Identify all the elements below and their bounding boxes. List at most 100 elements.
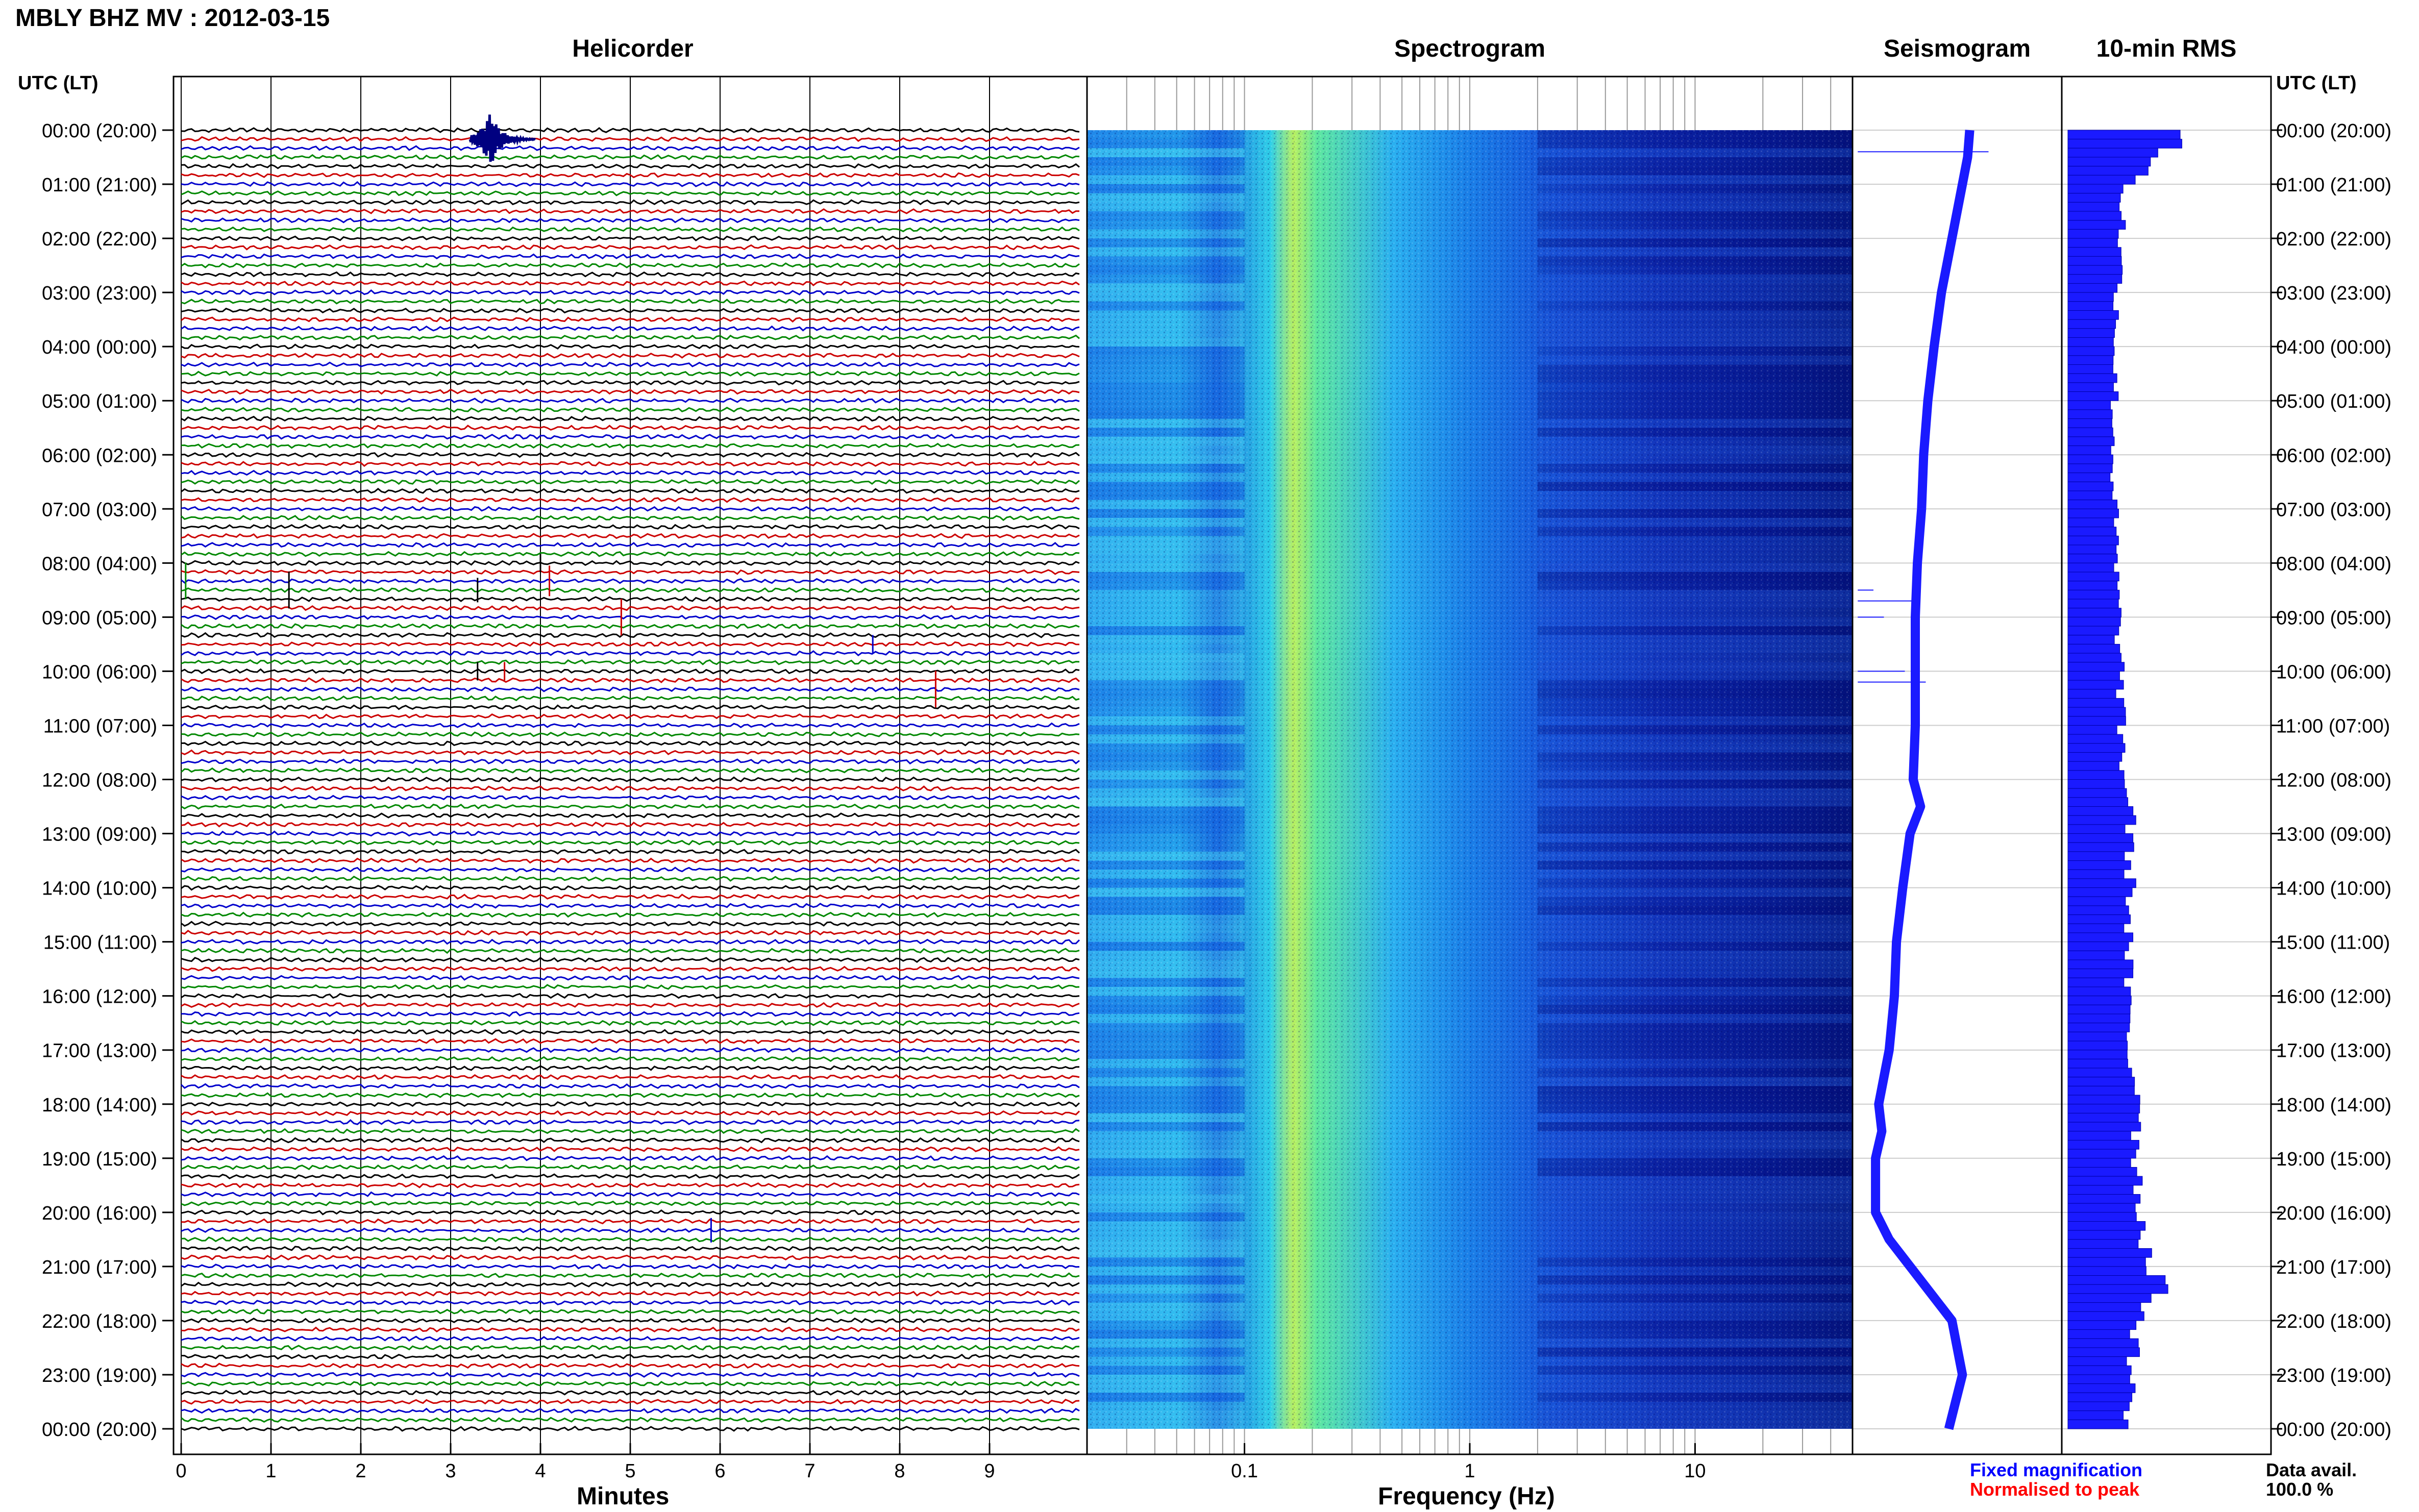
helicorder-trace — [181, 1263, 1080, 1270]
rms-bar — [2067, 346, 2115, 356]
helicorder-trace — [181, 911, 1080, 918]
helicorder-trace — [181, 984, 1080, 990]
helicorder-trace — [181, 993, 1080, 999]
time-label-right: 06:00 (02:00) — [2276, 445, 2391, 466]
rms-bar — [2067, 905, 2129, 915]
rms-bar — [2067, 616, 2121, 627]
helicorder-trace — [181, 235, 1080, 242]
helicorder-trace — [181, 614, 1080, 620]
helicorder-trace — [181, 1372, 1080, 1378]
time-label-left: 13:00 (09:00) — [42, 824, 157, 846]
rms-bar — [2067, 283, 2118, 293]
helicorder-trace — [181, 948, 1080, 954]
helicorder-trace — [181, 199, 1080, 206]
helicorder-tick-label: 7 — [804, 1460, 815, 1482]
rms-bar — [2067, 247, 2121, 257]
helicorder-trace — [181, 542, 1080, 548]
rms-bar — [2067, 500, 2118, 509]
rms-bar — [2067, 220, 2126, 230]
helicorder-trace — [181, 677, 1080, 683]
helicorder-trace — [181, 866, 1080, 873]
helicorder-trace — [181, 1146, 1080, 1152]
rms-bar — [2067, 1338, 2139, 1348]
time-label-right: 00:00 (20:00) — [2276, 120, 2391, 142]
rms-bar — [2067, 986, 2131, 997]
helicorder-trace — [181, 343, 1080, 350]
helicorder-trace — [181, 795, 1080, 801]
rms-bar — [2067, 1374, 2130, 1384]
helicorder-trace — [181, 1164, 1080, 1171]
helicorder-trace — [181, 1218, 1080, 1225]
rms-bar — [2067, 473, 2111, 482]
time-label-left: 00:00 (20:00) — [42, 1419, 157, 1441]
helicorder-trace — [181, 361, 1080, 367]
helicorder-trace — [181, 1227, 1080, 1233]
time-label-left: 23:00 (19:00) — [42, 1365, 157, 1386]
rms-bar — [2067, 1031, 2127, 1042]
rms-bar — [2067, 166, 2149, 176]
helicorder-trace — [181, 632, 1079, 638]
helicorder-tick-label: 4 — [535, 1460, 546, 1482]
helicorder-trace — [181, 190, 1080, 196]
helicorder-trace — [181, 849, 1080, 855]
time-label-right: 01:00 (21:00) — [2276, 175, 2391, 196]
time-label-left: 21:00 (17:00) — [42, 1257, 157, 1278]
rms-bar — [2067, 1158, 2131, 1168]
rms-bar — [2067, 1167, 2137, 1177]
helicorder-trace — [181, 704, 1080, 710]
helicorder-tick-label: 1 — [265, 1460, 276, 1482]
rms-bar — [2067, 680, 2124, 690]
spectrogram-title: Spectrogram — [1394, 35, 1546, 62]
time-label-left: 15:00 (11:00) — [43, 932, 157, 954]
helicorder-tick-label: 8 — [894, 1460, 905, 1482]
helicorder-trace — [181, 713, 1080, 720]
helicorder-trace — [181, 1417, 1080, 1423]
time-label-left: 03:00 (23:00) — [42, 283, 157, 304]
rms-bar — [2067, 797, 2129, 807]
helicorder-trace — [181, 1390, 1080, 1396]
rms-bar — [2067, 761, 2119, 771]
time-label-left: 12:00 (08:00) — [42, 770, 157, 791]
helicorder-trace — [181, 1335, 1080, 1342]
rms-bar — [2067, 147, 2158, 158]
rms-bar — [2067, 851, 2125, 861]
helicorder-trace — [181, 776, 1080, 783]
rms-bar — [2067, 860, 2131, 870]
helicorder-trace — [181, 181, 1080, 187]
helicorder-trace — [181, 1317, 1080, 1324]
data-avail-label: Data avail. — [2266, 1459, 2357, 1480]
rms-bar — [2067, 130, 2181, 140]
helicorder-trace — [181, 1119, 1080, 1126]
helicorder-trace — [181, 884, 1080, 891]
time-label-left: 19:00 (15:00) — [42, 1149, 157, 1170]
helicorder-event — [468, 114, 536, 162]
helicorder-trace — [181, 1326, 1080, 1333]
helicorder-trace — [181, 857, 1080, 864]
helicorder-trace — [181, 1047, 1080, 1053]
minutes-axis-title: Minutes — [577, 1483, 670, 1510]
time-label-left: 06:00 (02:00) — [42, 445, 157, 466]
rms-bar — [2067, 229, 2119, 239]
rms-bar — [2067, 265, 2123, 275]
rms-bar — [2067, 238, 2118, 248]
helicorder-trace — [181, 1155, 1080, 1161]
rms-bar — [2067, 400, 2111, 410]
rms-bar — [2067, 1347, 2140, 1357]
helicorder-trace — [181, 226, 1080, 233]
helicorder-trace — [181, 1191, 1080, 1198]
helicorder-trace — [181, 1020, 1080, 1026]
rms-bar — [2067, 671, 2120, 681]
helicorder-trace — [181, 929, 1080, 936]
helicorder-trace — [181, 217, 1080, 224]
helicorder-trace — [181, 767, 1080, 774]
helicorder-trace — [181, 596, 1080, 602]
spectrogram-tick-label: 1 — [1464, 1460, 1475, 1482]
time-label-right: 19:00 (15:00) — [2276, 1149, 2391, 1170]
rms-bar — [2067, 1004, 2131, 1014]
rms-bar — [2067, 1356, 2127, 1366]
helicorder-trace — [181, 460, 1080, 467]
rms-bar — [2067, 301, 2114, 311]
rms-bar — [2067, 653, 2121, 663]
helicorder-tick-label: 3 — [445, 1460, 456, 1482]
rms-bar — [2067, 1212, 2137, 1222]
